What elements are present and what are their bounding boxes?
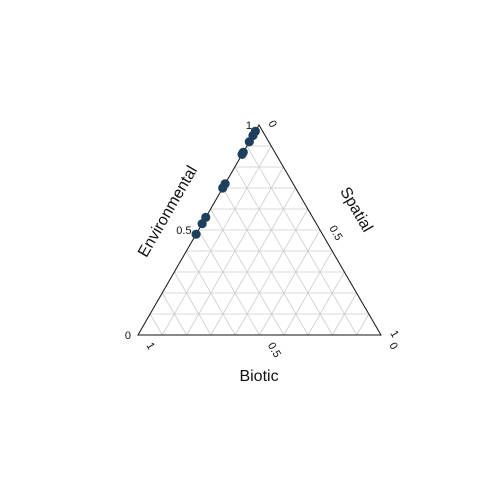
tick-labels: 00.51 00.511 0.5 0 [125, 119, 401, 360]
grid-line-biotic [149, 313, 163, 336]
data-point [197, 219, 207, 229]
data-point [218, 183, 228, 193]
data-point [191, 229, 201, 239]
grid-line-spatial [283, 250, 333, 336]
axis-title-environmental: Environmental [135, 163, 201, 260]
tick-label-environmental: 1 [246, 120, 252, 132]
data-points [191, 126, 260, 239]
tick-label-biotic: 0 [386, 341, 399, 352]
grid-line-spatial [259, 229, 321, 336]
tick-label-environmental: 0.5 [176, 225, 191, 237]
data-point [244, 137, 254, 147]
data-point [237, 149, 247, 159]
grid-line-biotic [173, 271, 212, 336]
grid-line-biotic [198, 229, 260, 336]
grid [149, 145, 370, 336]
tick-label-spatial: 1 [387, 329, 400, 340]
triangle-frame [137, 124, 382, 336]
tick-label-biotic: 0.5 [265, 341, 283, 360]
grid-line-biotic [161, 292, 187, 336]
grid-line-spatial [307, 271, 345, 336]
tick-label-environmental: 0 [125, 330, 131, 342]
tick-label-spatial: 0.5 [326, 224, 344, 243]
grid-line-spatial [210, 187, 296, 336]
grid-line-biotic [186, 250, 236, 336]
grid-line-biotic [246, 145, 358, 336]
tick-label-spatial: 0 [265, 119, 278, 130]
tick-label-biotic: 1 [143, 341, 156, 352]
grid-line-spatial [356, 313, 370, 336]
axis-title-biotic: Biotic [239, 368, 278, 385]
grid-line-spatial [332, 292, 357, 336]
grid-line-spatial [161, 145, 272, 336]
axis-title-spatial: Spatial [336, 184, 375, 235]
grid-line-biotic [222, 187, 309, 336]
